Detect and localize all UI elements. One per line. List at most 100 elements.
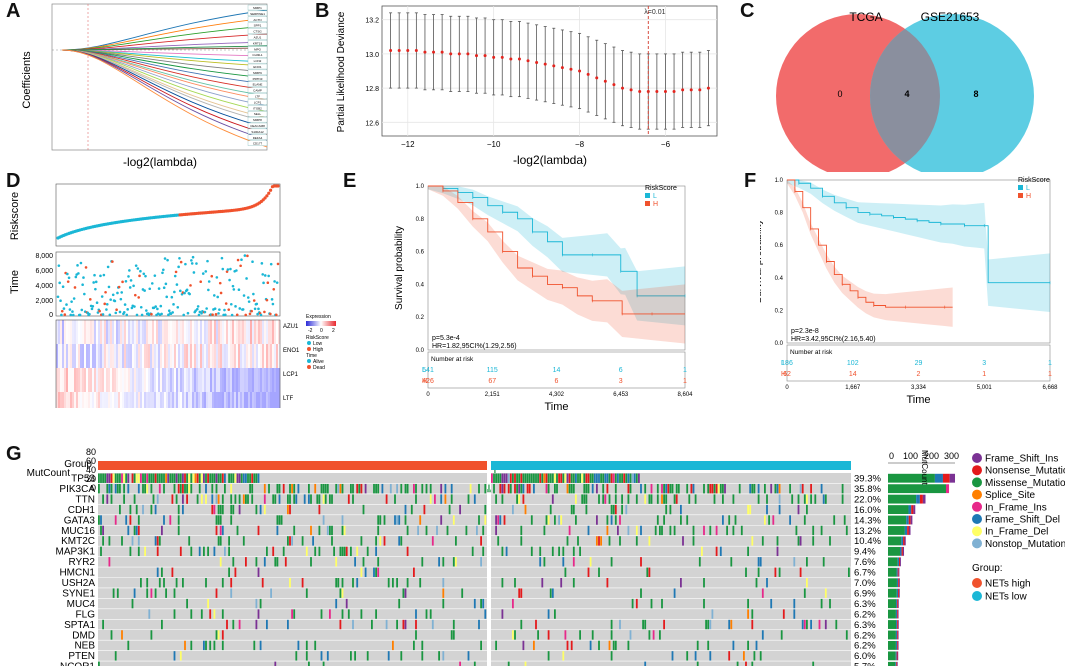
heatmap-cell <box>106 320 109 344</box>
time-point <box>58 281 61 285</box>
mutation-cell <box>572 546 575 557</box>
time-point <box>237 288 241 291</box>
mutation-cell <box>696 640 699 651</box>
cv-point <box>432 50 436 54</box>
right-bar-segment <box>888 484 946 494</box>
time-point <box>105 302 109 306</box>
mutation-cell <box>661 483 663 494</box>
heatmap-cell <box>278 368 281 392</box>
right-bar-segment <box>888 578 897 588</box>
gene-percent: 14.3% <box>854 515 881 526</box>
mutation-cell <box>640 483 642 494</box>
panel-a-xlabel: -log2(lambda) <box>123 155 197 169</box>
heatmap-cell <box>214 320 217 344</box>
mutation-cell <box>782 609 785 619</box>
time-point <box>68 308 72 311</box>
mutation-cell <box>680 504 682 515</box>
panel-label-d: D <box>6 170 21 192</box>
mutation-cell <box>249 483 251 494</box>
time-point <box>186 311 190 315</box>
time-point <box>56 295 60 299</box>
time-point <box>205 307 208 310</box>
km-hr: HR=3.42,95CI%(2.16,5.40) <box>791 336 876 343</box>
time-point <box>244 313 248 317</box>
mutation-cell <box>719 483 722 494</box>
mutation-cell <box>480 536 482 546</box>
time-point <box>192 271 196 274</box>
time-tick: 2,000 <box>35 298 53 305</box>
time-point <box>94 280 98 284</box>
mutation-cell <box>226 619 228 630</box>
mutation-cell <box>289 536 291 546</box>
mutation-cell <box>234 494 237 504</box>
mutation-cell <box>247 494 249 504</box>
mutation-cell <box>810 483 812 494</box>
mutation-cell <box>198 473 201 483</box>
mutation-cell <box>806 504 808 515</box>
mutcount-tick: 40 <box>86 465 96 475</box>
mutation-cell <box>780 630 783 640</box>
right-bar-segment <box>896 588 898 598</box>
mutation-cell <box>310 557 312 567</box>
mutation-cell <box>209 640 212 651</box>
km-legend-swatch-l <box>645 193 650 198</box>
mutation-cell <box>219 515 222 525</box>
heatmap-cell <box>276 344 279 368</box>
gene-percent: 13.2% <box>854 526 881 537</box>
mutation-cell <box>276 525 279 536</box>
mutation-cell <box>184 640 186 651</box>
heatmap-cell <box>84 392 87 408</box>
mutation-cell <box>524 661 527 666</box>
mutation-cell <box>732 525 735 536</box>
time-point <box>59 299 62 302</box>
mutation-cell <box>581 494 584 504</box>
mutation-cell <box>722 515 724 525</box>
mutation-cell <box>278 483 281 494</box>
mutation-cell <box>505 473 508 483</box>
mutation-cell <box>192 473 195 483</box>
mutation-cell <box>703 598 705 609</box>
mutation-cell <box>190 546 193 557</box>
time-point <box>243 254 247 257</box>
mutation-cell <box>717 483 720 494</box>
cv-point <box>535 60 539 64</box>
heatmap-cell <box>114 392 117 408</box>
legend-mutation-label: Frame_Shift_Ins <box>985 454 1058 465</box>
mutation-cell <box>326 483 329 494</box>
km-y-tick: 0.0 <box>775 341 784 347</box>
mutation-cell <box>768 515 770 525</box>
heatmap-cell <box>168 368 171 392</box>
heatmap-cell <box>172 344 175 368</box>
time-point <box>103 302 107 306</box>
risk-h-count: 67 <box>488 378 496 385</box>
heatmap-cell <box>172 368 175 392</box>
time-point <box>156 307 159 311</box>
time-point <box>234 305 237 308</box>
cv-axis-ticks: −12 −10 −8 −612.612.813.013.2 <box>365 18 670 149</box>
mutation-cell <box>606 525 609 536</box>
heatmap-cell <box>100 392 103 408</box>
heatmap-cell <box>176 344 179 368</box>
heatmap-cell <box>216 344 219 368</box>
mutation-cell <box>396 483 398 494</box>
time-point <box>69 313 73 317</box>
mutation-cell <box>234 473 237 483</box>
mutation-cell <box>635 598 638 609</box>
mutation-cell <box>175 494 178 504</box>
heatmap-cell <box>174 320 177 344</box>
gene-label: GATA3 <box>64 515 96 526</box>
mutation-cell <box>179 483 182 494</box>
time-point <box>273 280 276 283</box>
mutation-cell <box>161 619 163 630</box>
mutation-cell <box>543 525 546 536</box>
mutation-cell <box>242 473 245 483</box>
mutation-cell <box>551 494 554 504</box>
heatmap-cell <box>66 368 69 392</box>
mutation-cell <box>129 546 132 557</box>
heatmap-cell <box>120 320 123 344</box>
heatmap-cell <box>194 392 197 408</box>
mutation-cell <box>234 567 237 577</box>
mutation-cell <box>339 546 342 557</box>
mutation-cell <box>589 557 592 567</box>
